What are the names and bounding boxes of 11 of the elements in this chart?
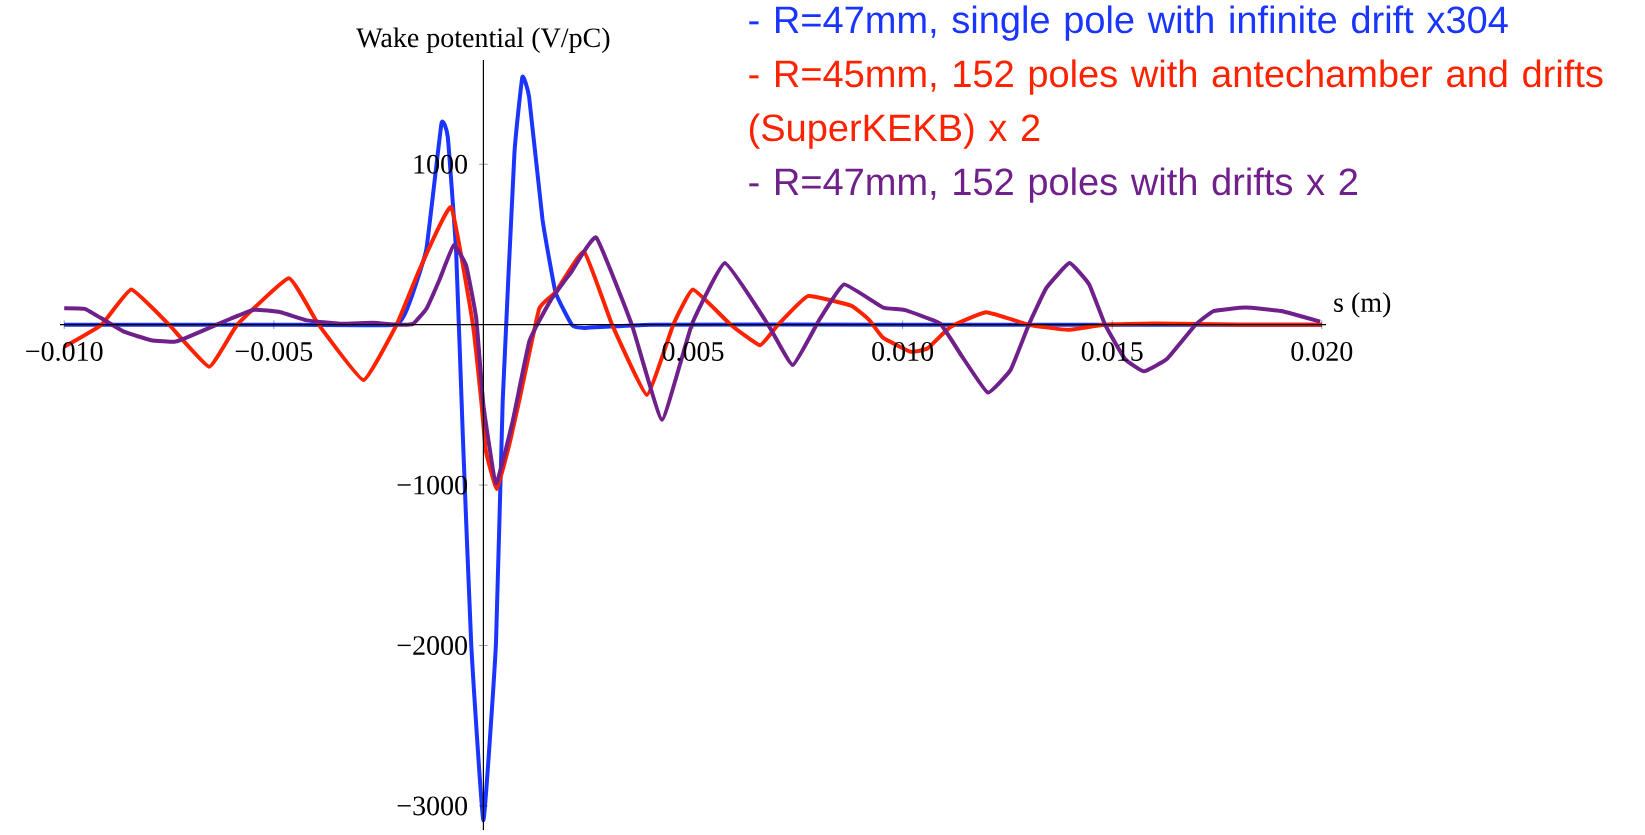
text: - R=45mm, 152 poles with antechamber and drifts (SuperKEKB) x 2 [749,59,1603,149]
x-tick-label: −0.010 [26,342,103,362]
x-axis-title: s (m) [1334,292,1391,318]
text: - R=47mm, single pole with infinite drift x304 [749,5,1508,41]
series-label: - R=47mm, 152 poles with drifts x 2 [749,167,1357,203]
x-tick-label: 0.020 [1291,342,1353,362]
y-tick-label: −3000 [397,796,467,816]
y-tick-label: −2000 [397,636,467,655]
y-axis-title: Wake potential (V/pC) [356,27,610,53]
x-tick-label: −0.005 [235,342,313,362]
x-tick-label: 0.010 [872,342,934,362]
